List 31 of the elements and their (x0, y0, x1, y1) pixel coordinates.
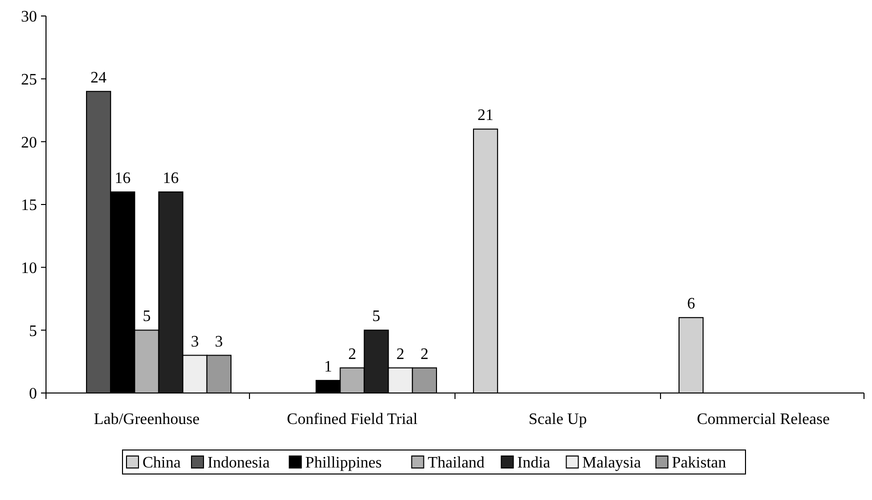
y-tick-label: 10 (21, 260, 37, 277)
x-tick-label: Commercial Release (696, 411, 830, 428)
legend-label: Thailand (428, 454, 485, 472)
data-label: 5 (372, 308, 380, 326)
legend-label: Malaysia (582, 454, 641, 472)
y-tick-label: 15 (21, 197, 37, 214)
data-label: 3 (214, 333, 223, 350)
data-label: 6 (687, 296, 696, 313)
data-label: 2 (396, 346, 404, 363)
data-label: 3 (190, 333, 199, 350)
legend-label: India (517, 454, 550, 472)
data-label: 21 (478, 107, 494, 124)
data-label: 2 (348, 346, 356, 363)
data-label: 5 (142, 308, 151, 326)
x-tick-label: Lab/Greenhouse (94, 411, 200, 428)
y-tick-label: 0 (29, 386, 37, 403)
x-tick-label: Confined Field Trial (286, 411, 418, 428)
legend-label: China (142, 454, 181, 472)
data-label: 2 (420, 346, 428, 363)
y-tick-label: 20 (21, 134, 37, 152)
data-label: 1 (324, 358, 332, 376)
data-label: 24 (90, 69, 107, 86)
data-label: 16 (162, 170, 179, 187)
y-tick-label: 30 (21, 8, 37, 26)
y-tick-label: 25 (21, 71, 37, 88)
legend-label: Phillippines (305, 454, 382, 472)
legend-label: Indonesia (208, 454, 270, 472)
x-tick-label: Scale Up (528, 411, 587, 428)
y-tick-label: 5 (29, 322, 37, 340)
data-label: 16 (114, 170, 131, 187)
legend-label: Pakistan (672, 454, 726, 472)
